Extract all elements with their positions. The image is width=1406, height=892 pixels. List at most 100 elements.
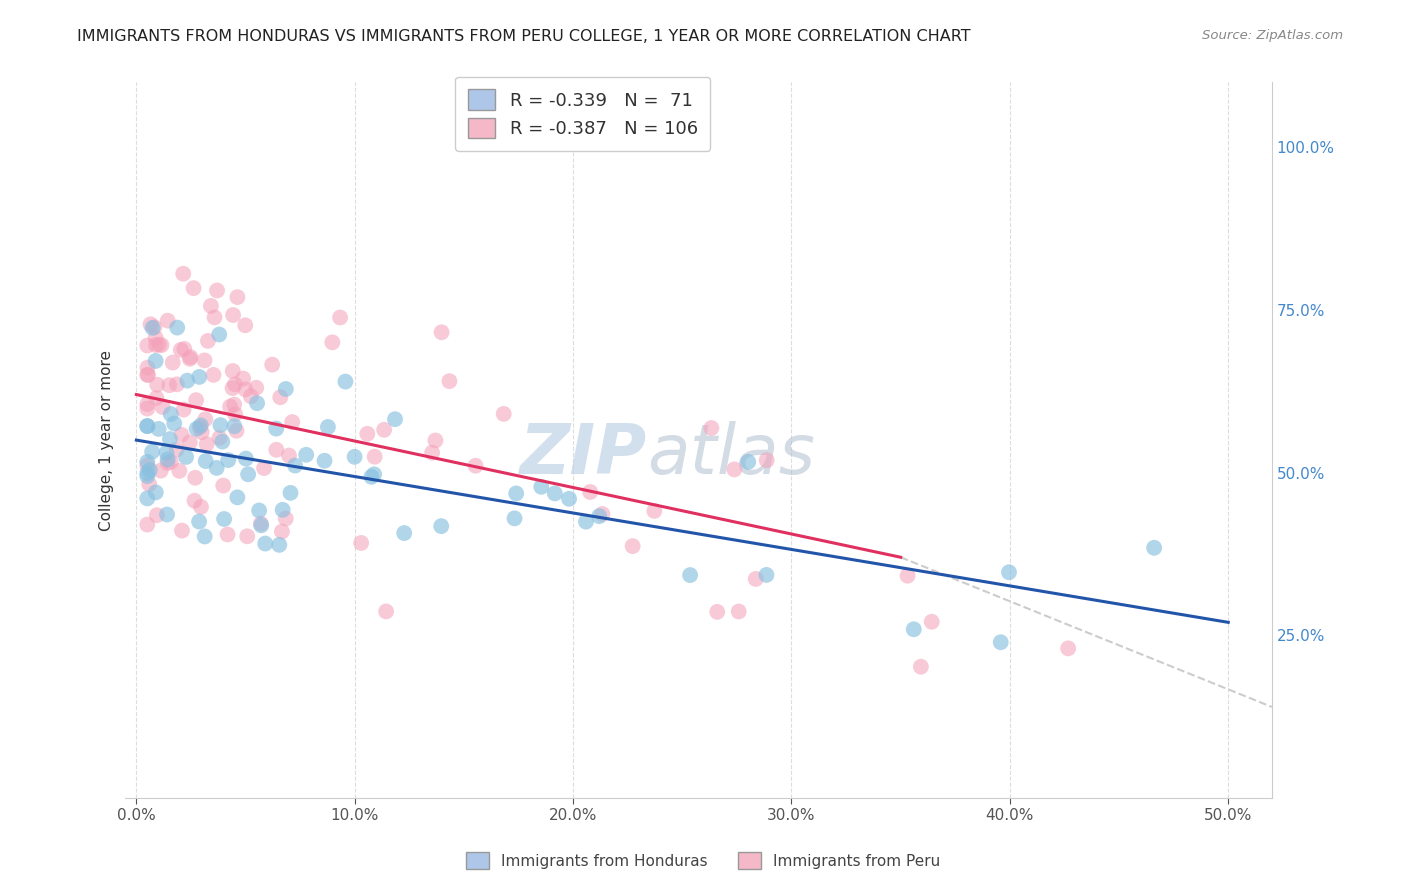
Point (264, 422, 287, 436)
Point (246, 396, 269, 410)
Point (910, 659, 932, 673)
Point (197, 334, 219, 348)
Point (343, 450, 366, 464)
Point (281, 415, 304, 429)
Point (208, 431, 231, 445)
Point (254, 536, 277, 550)
Point (269, 538, 291, 552)
Point (145, 331, 167, 345)
Point (148, 337, 170, 351)
Point (136, 338, 159, 352)
Point (179, 350, 201, 364)
Point (262, 358, 284, 372)
Point (356, 426, 378, 441)
Point (274, 382, 297, 396)
Point (232, 371, 254, 385)
Point (136, 419, 159, 434)
Point (166, 377, 188, 392)
Point (224, 398, 246, 412)
Point (183, 281, 205, 295)
Point (172, 267, 194, 281)
Point (679, 568, 702, 582)
Point (737, 455, 759, 469)
Point (247, 503, 270, 517)
Point (217, 453, 239, 467)
Point (136, 401, 159, 416)
Point (271, 503, 294, 517)
Point (253, 461, 276, 475)
Point (136, 419, 159, 434)
Point (141, 444, 163, 458)
Point (239, 389, 262, 403)
Point (430, 325, 453, 339)
Point (209, 418, 232, 433)
Point (145, 485, 167, 500)
Point (224, 377, 246, 392)
Point (156, 456, 179, 470)
Point (156, 452, 179, 467)
Point (184, 471, 207, 485)
Point (194, 454, 217, 468)
Point (152, 400, 174, 414)
Point (921, 615, 943, 629)
Point (420, 445, 443, 459)
Point (157, 378, 180, 392)
Point (194, 529, 217, 543)
Point (375, 604, 398, 618)
Point (166, 320, 188, 334)
Point (314, 454, 336, 468)
Point (235, 451, 257, 466)
Point (136, 469, 159, 483)
Point (723, 462, 745, 476)
Point (170, 524, 193, 538)
Point (226, 290, 249, 304)
Point (183, 493, 205, 508)
Point (430, 519, 453, 533)
Point (222, 308, 245, 322)
Point (173, 402, 195, 417)
Point (384, 412, 406, 426)
Point (250, 518, 273, 533)
Point (903, 622, 925, 636)
Point (169, 464, 191, 478)
Point (392, 526, 415, 541)
Point (700, 421, 723, 435)
Point (217, 527, 239, 541)
Point (204, 310, 226, 325)
Point (226, 491, 249, 505)
Point (706, 605, 728, 619)
Point (166, 442, 188, 457)
Point (505, 486, 527, 500)
Point (350, 536, 373, 550)
Point (221, 381, 243, 395)
Point (186, 422, 208, 436)
Point (755, 453, 778, 467)
Point (139, 318, 162, 332)
Point (745, 572, 768, 586)
Point (136, 466, 159, 480)
Point (162, 355, 184, 369)
Point (146, 377, 169, 392)
Y-axis label: College, 1 year or more: College, 1 year or more (100, 350, 114, 531)
Point (190, 500, 212, 514)
Point (159, 432, 181, 446)
Point (998, 566, 1021, 580)
Point (174, 450, 197, 464)
Point (202, 368, 225, 382)
Point (503, 511, 526, 525)
Point (271, 524, 294, 539)
Point (205, 284, 228, 298)
Point (274, 511, 297, 525)
Point (148, 422, 170, 436)
Point (136, 517, 159, 532)
Point (150, 338, 173, 352)
Point (727, 605, 749, 619)
Point (145, 338, 167, 352)
Point (280, 486, 302, 500)
Point (159, 455, 181, 469)
Point (222, 364, 245, 378)
Point (321, 335, 343, 350)
Legend: R = -0.339   N =  71, R = -0.387   N = 106: R = -0.339 N = 71, R = -0.387 N = 106 (456, 77, 710, 151)
Point (373, 423, 395, 437)
Point (136, 491, 159, 506)
